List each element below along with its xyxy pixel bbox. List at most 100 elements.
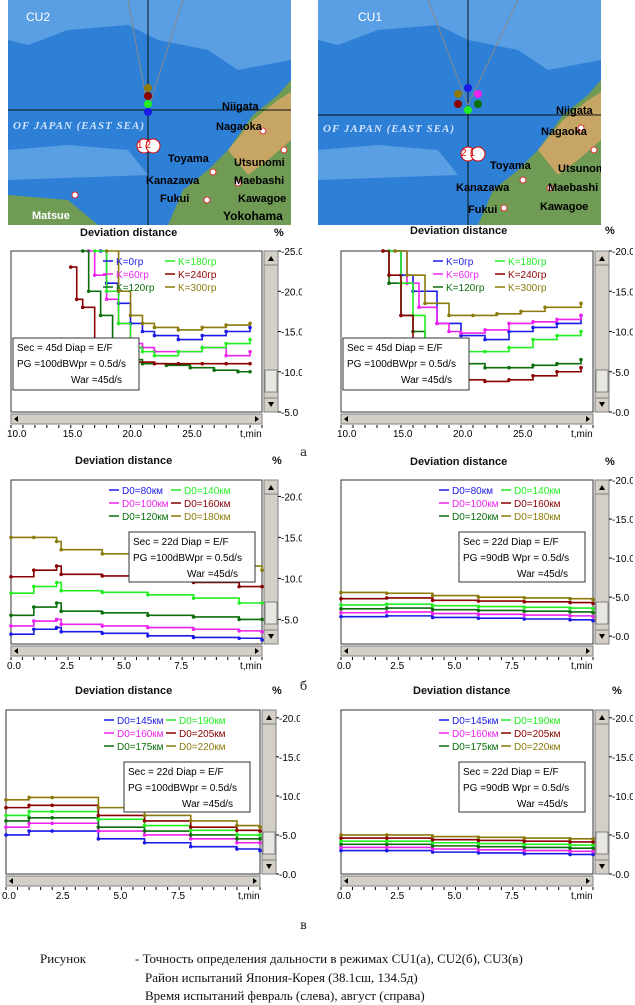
map-cu2: CU2 OF JAPAN (EAST SEA) 1 2 Niigata Naga…: [8, 0, 291, 225]
y-tick-label: -20.0: [612, 476, 633, 487]
chart-panel: K=0гр K=60гр K=120гр K=180гр K=240гр K=300гр S…: [335, 243, 635, 440]
data-point: [96, 805, 101, 810]
data-point: [27, 795, 31, 800]
info-text: War =45d/s: [187, 569, 238, 580]
city-label: Utsunomi: [234, 157, 285, 169]
data-point: [32, 619, 36, 623]
data-point: [235, 840, 239, 845]
data-point: [476, 612, 481, 617]
x-tick-label: 20.0: [123, 429, 143, 440]
scroll-thumb[interactable]: [595, 601, 609, 625]
data-point: [224, 353, 228, 358]
city-label: Kawagoe: [540, 201, 589, 213]
data-point: [385, 602, 389, 606]
horizontal-scrollbar[interactable]: [340, 875, 594, 887]
horizontal-scrollbar[interactable]: [10, 645, 263, 657]
scroll-thumb[interactable]: [264, 601, 278, 625]
arrow-down-icon: [599, 402, 605, 407]
y-tick-label: -5.0: [279, 831, 297, 842]
chart-unit: %: [272, 455, 282, 467]
scroll-thumb[interactable]: [264, 369, 278, 393]
legend-label: K=60гр: [116, 270, 149, 281]
data-point: [9, 624, 13, 628]
scroll-thumb[interactable]: [595, 369, 609, 393]
data-point: [200, 325, 205, 330]
city-label: Niigata: [556, 105, 593, 117]
y-tick-label: -5.0: [612, 368, 630, 379]
data-point: [32, 605, 36, 609]
data-point: [339, 845, 343, 850]
arrow-right-icon: [586, 878, 590, 884]
x-tick-label: t,min: [238, 891, 260, 902]
info-text: War =45d/s: [401, 375, 452, 386]
data-point: [591, 846, 595, 851]
legend-label: D0=100км: [452, 499, 499, 510]
data-point: [483, 379, 487, 384]
data-point: [483, 365, 487, 370]
data-point: [32, 568, 36, 572]
data-point: [200, 361, 205, 366]
data-point: [248, 321, 252, 326]
horizontal-scrollbar[interactable]: [5, 875, 261, 887]
arrow-right-icon: [586, 648, 590, 654]
data-point: [522, 609, 527, 613]
legend-label: D0=140км: [184, 486, 231, 497]
data-point: [476, 616, 481, 621]
scroll-thumb[interactable]: [595, 831, 609, 855]
y-tick-label: -10.0: [281, 574, 302, 585]
data-point: [447, 329, 451, 334]
data-point: [142, 840, 147, 845]
chart-unit: %: [612, 685, 622, 697]
y-tick-label: -20.0: [612, 714, 633, 725]
x-tick-label: 7.5: [174, 661, 188, 672]
data-point: [237, 584, 241, 589]
legend-label: D0=160км: [452, 729, 499, 740]
data-point: [507, 321, 511, 326]
data-point: [476, 841, 481, 846]
data-point: [9, 632, 13, 636]
y-tick-label: -0.0: [612, 632, 630, 643]
city-label: Kanazawa: [456, 182, 510, 194]
data-point: [86, 289, 91, 294]
info-text: PG =90dB Wpr = 0.5d/s: [463, 783, 569, 794]
city-label: Kawagoe: [238, 193, 287, 205]
x-tick-label: 0.0: [337, 661, 351, 672]
data-point: [128, 313, 133, 318]
data-point: [54, 539, 59, 544]
data-point: [260, 601, 264, 605]
chart-panel: D0=80км D0=100км D0=120км D0=140км D0=160км D…: [5, 472, 304, 672]
data-point: [74, 297, 79, 302]
horizontal-scrollbar[interactable]: [340, 413, 594, 425]
horizontal-scrollbar[interactable]: [10, 413, 263, 425]
marker-label: 1 2: [137, 140, 151, 151]
data-point: [248, 337, 252, 342]
caption-line: - Точность определения дальности в режим…: [135, 951, 523, 966]
data-point: [339, 839, 343, 843]
data-point: [568, 852, 572, 857]
info-box: [128, 531, 256, 583]
data-point: [146, 625, 150, 630]
data-point: [522, 845, 527, 850]
data-point: [385, 842, 389, 847]
data-point: [258, 837, 262, 841]
data-point: [235, 828, 239, 833]
data-point: [447, 313, 451, 318]
city-label: Toyama: [168, 153, 209, 165]
x-tick-label: 15.0: [393, 429, 413, 440]
chart-title: Deviation distance: [410, 456, 508, 468]
data-point: [248, 325, 252, 330]
data-point: [32, 535, 36, 540]
info-text: PG =100dBWpr = 0.5d/s: [133, 553, 242, 564]
horizontal-scrollbar[interactable]: [340, 645, 594, 657]
y-tick-label: -10.0: [612, 328, 633, 339]
legend-label: K=240гр: [178, 270, 217, 281]
legend-label: K=120гр: [116, 283, 155, 294]
legend-label: D0=160км: [117, 729, 164, 740]
x-tick-label: 10.0: [337, 429, 357, 440]
data-point: [399, 313, 403, 318]
data-point: [568, 596, 572, 601]
scroll-thumb[interactable]: [262, 831, 276, 855]
sea-label: OF JAPAN (EAST SEA): [323, 123, 455, 135]
y-tick-label: -20.0: [281, 492, 302, 503]
map-mode-label: CU2: [26, 10, 51, 24]
